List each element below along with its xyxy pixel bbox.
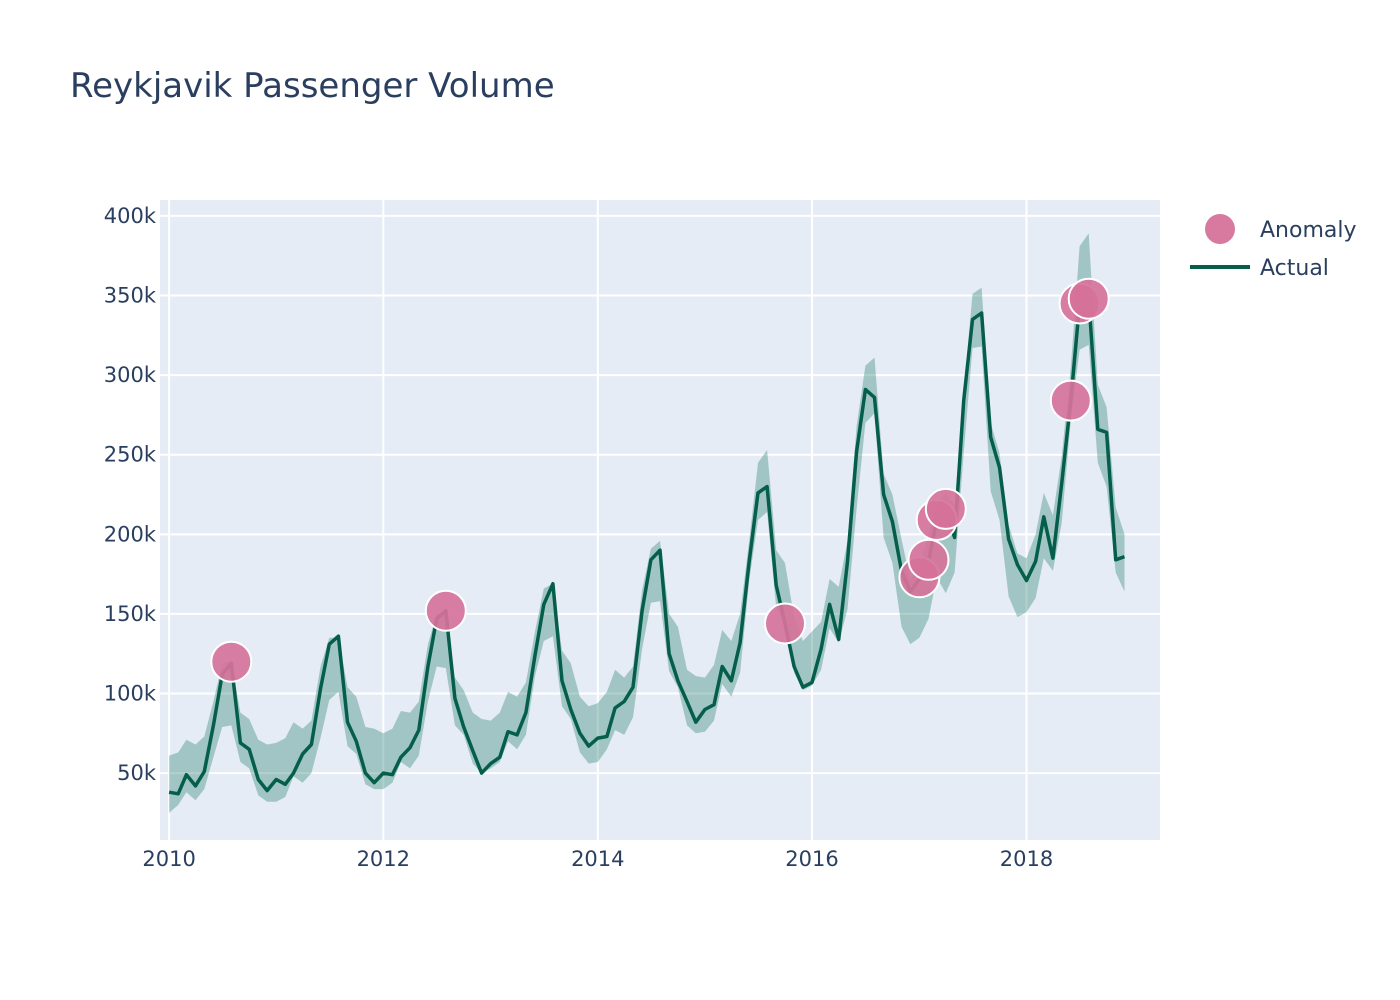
- y-tick-label: 350k: [104, 284, 157, 308]
- anomaly-point[interactable]: [1067, 277, 1110, 320]
- grid-layer: [160, 200, 1160, 840]
- y-tick-label: 300k: [104, 363, 157, 387]
- x-tick-label: 2010: [142, 847, 195, 871]
- y-tick-label: 400k: [104, 204, 157, 228]
- legend-anomaly-marker: [1205, 214, 1235, 244]
- anomaly-point[interactable]: [1049, 379, 1092, 422]
- y-tick-label: 150k: [104, 602, 157, 626]
- anomaly-point[interactable]: [424, 589, 467, 632]
- chart-title: Reykjavik Passenger Volume: [70, 66, 555, 106]
- x-tick-label: 2012: [357, 847, 410, 871]
- anomaly-point[interactable]: [210, 640, 253, 683]
- x-tick-label: 2018: [1000, 847, 1053, 871]
- anomaly-point[interactable]: [764, 602, 806, 645]
- legend-anomaly-label: Anomaly: [1260, 218, 1357, 243]
- y-tick-label: 50k: [117, 761, 157, 785]
- anomaly-point[interactable]: [907, 538, 950, 581]
- x-tick-label: 2016: [785, 847, 838, 871]
- actual-line: [168, 296, 1126, 796]
- plot-area: [160, 200, 1160, 840]
- line-layer: [168, 296, 1126, 796]
- legend-actual-label: Actual: [1260, 256, 1329, 281]
- anomaly-point[interactable]: [924, 487, 967, 530]
- y-tick-label: 250k: [104, 443, 157, 467]
- y-tick-label: 200k: [104, 522, 157, 546]
- anomaly-layer: [210, 277, 1110, 683]
- x-tick-label: 2014: [571, 847, 624, 871]
- legend[interactable]: Anomaly Actual: [1190, 214, 1357, 281]
- axis-layer: 50k 100k 150k 200k 250k 300k 350k 400k 2010 2012 2…: [104, 204, 1053, 871]
- legend-item-actual[interactable]: Actual: [1190, 256, 1329, 281]
- legend-item-anomaly[interactable]: Anomaly: [1205, 214, 1357, 244]
- y-tick-label: 100k: [104, 682, 157, 706]
